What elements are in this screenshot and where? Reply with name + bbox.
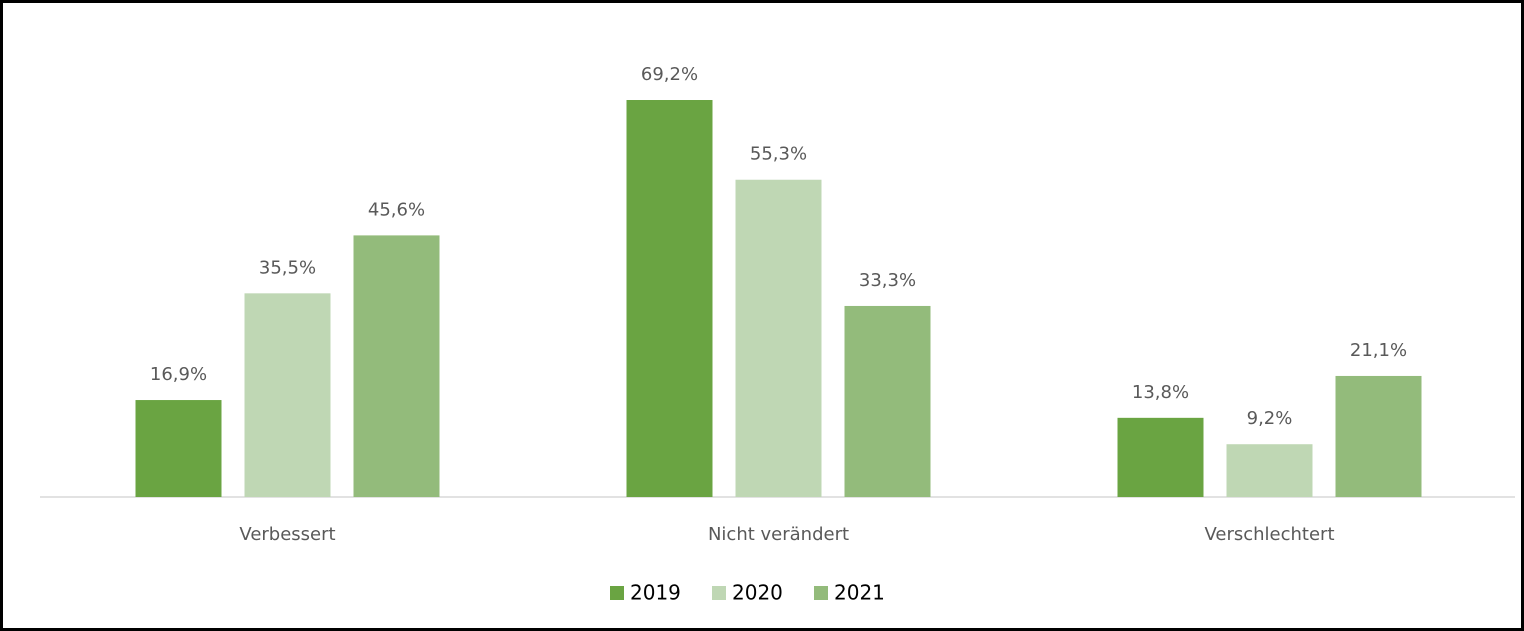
value-label: 35,5% <box>259 257 316 278</box>
legend-swatch <box>814 586 828 600</box>
bar <box>353 235 440 497</box>
value-label: 13,8% <box>1132 382 1189 403</box>
value-label: 69,2% <box>641 64 698 85</box>
value-label: 45,6% <box>368 199 425 220</box>
x-tick-label: Verbessert <box>239 524 335 545</box>
bar <box>1117 417 1204 497</box>
legend-label: 2021 <box>834 581 885 605</box>
bar <box>244 293 331 497</box>
value-label: 9,2% <box>1247 408 1293 429</box>
value-label: 16,9% <box>150 364 207 385</box>
value-label: 55,3% <box>750 144 807 165</box>
legend-label: 2019 <box>630 581 681 605</box>
x-tick-label: Verschlechtert <box>1204 524 1334 545</box>
legend-swatch <box>712 586 726 600</box>
bar <box>135 400 222 497</box>
bar <box>1226 444 1313 497</box>
bar <box>626 100 713 497</box>
value-label: 33,3% <box>859 270 916 291</box>
bar <box>735 179 822 498</box>
value-label: 21,1% <box>1350 340 1407 361</box>
legend-swatch <box>610 586 624 600</box>
bar <box>844 305 931 497</box>
x-tick-label: Nicht verändert <box>708 524 849 545</box>
bar <box>1335 375 1422 497</box>
legend-label: 2020 <box>732 581 783 605</box>
